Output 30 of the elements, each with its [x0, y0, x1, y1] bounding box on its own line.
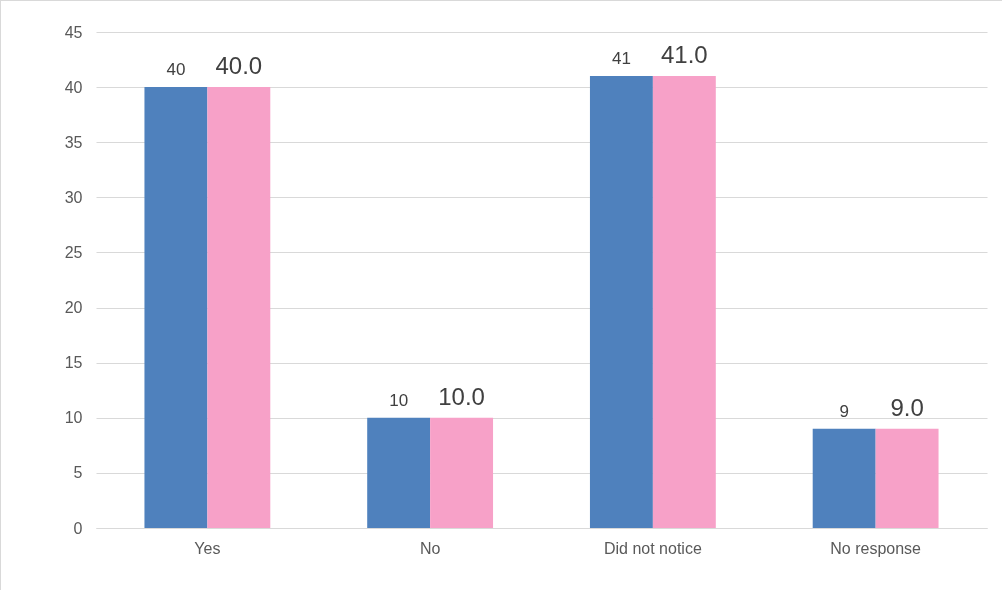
y-tick-label: 5 — [73, 464, 83, 482]
data-label: 10 — [389, 390, 409, 410]
y-tick-label: 40 — [64, 78, 83, 96]
bar — [875, 428, 939, 528]
data-label: 40 — [166, 60, 186, 80]
data-label: 9 — [839, 401, 849, 421]
data-label: 9.0 — [890, 393, 924, 421]
data-label: 41 — [611, 49, 631, 69]
bar — [144, 87, 208, 528]
data-label: 10.0 — [438, 382, 485, 410]
y-tick-label: 15 — [64, 354, 83, 372]
bar — [367, 417, 431, 528]
bar — [652, 76, 716, 528]
bar — [589, 76, 653, 528]
data-label: 40.0 — [215, 52, 263, 80]
y-tick-label: 20 — [64, 299, 83, 317]
x-tick-label: Yes — [194, 539, 221, 557]
y-tick-label: 30 — [64, 188, 83, 206]
bar — [207, 87, 271, 528]
data-label: 41.0 — [660, 41, 708, 69]
y-tick-label: 45 — [64, 23, 83, 41]
x-tick-label: No — [419, 539, 441, 557]
y-tick-label: 25 — [64, 243, 83, 261]
x-tick-label: Did not notice — [603, 539, 702, 557]
x-tick-label: No response — [830, 539, 922, 557]
bar — [430, 417, 494, 528]
y-tick-label: 35 — [64, 133, 83, 151]
y-tick-label: 0 — [73, 519, 83, 537]
bar — [812, 428, 876, 528]
y-tick-label: 10 — [64, 409, 83, 427]
